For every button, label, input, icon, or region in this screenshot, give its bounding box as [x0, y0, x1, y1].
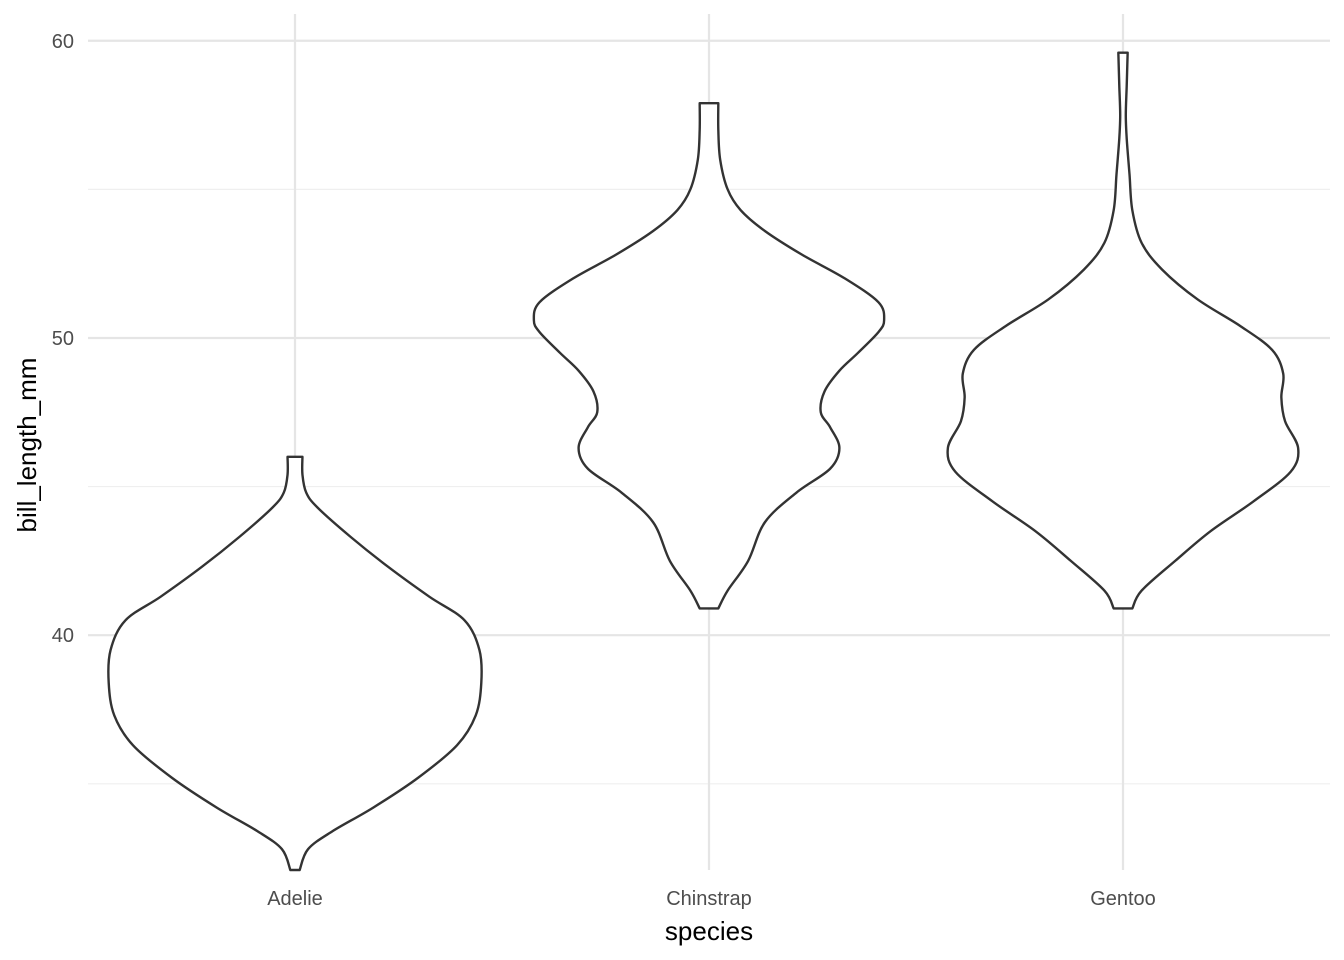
- x-axis-tick-labels: Adelie Chinstrap Gentoo: [267, 888, 1156, 910]
- violins: [107, 51, 1300, 872]
- y-tick-label: 60: [52, 31, 74, 53]
- y-axis-tick-labels: 40 50 60: [52, 31, 74, 647]
- x-tick-label: Gentoo: [1090, 888, 1156, 910]
- x-axis-title: species: [665, 916, 753, 946]
- y-axis-title: bill_length_mm: [12, 358, 42, 533]
- violin-chinstrap: [532, 101, 886, 610]
- y-tick-label: 40: [52, 625, 74, 647]
- x-tick-label: Chinstrap: [666, 888, 752, 910]
- y-tick-label: 50: [52, 328, 74, 350]
- violin-gentoo: [946, 51, 1300, 610]
- x-tick-label: Adelie: [267, 888, 323, 910]
- violin-adelie: [107, 455, 483, 872]
